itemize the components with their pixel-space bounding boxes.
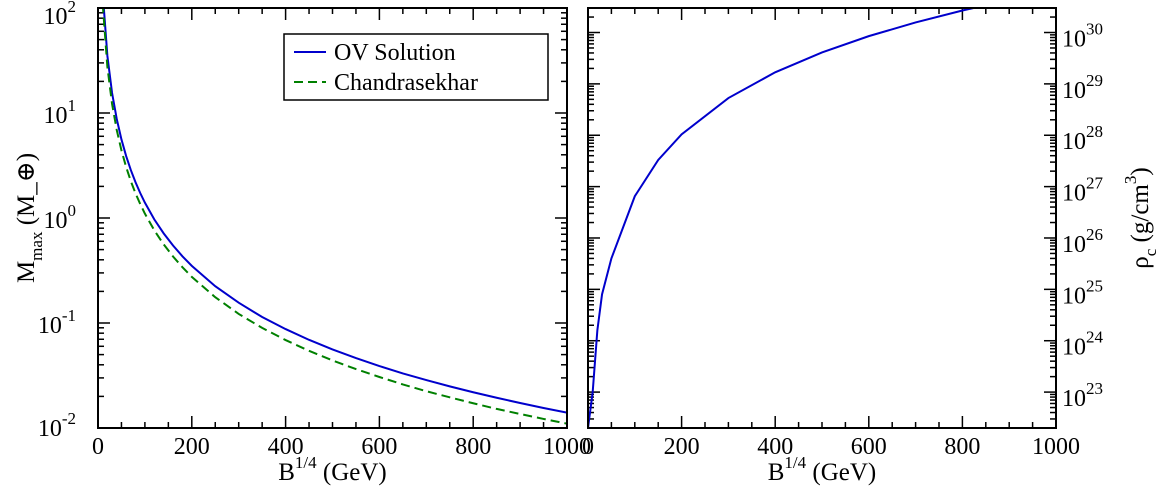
left-chart: 0 200 400 600 800 1000 10-2 10-1 100 101 102 B1/4 … xyxy=(13,0,591,486)
left-series-line-1 xyxy=(102,8,567,414)
right-x-tick-label: 400 xyxy=(757,434,793,460)
left-x-axis-label: B1/4 (GeV) xyxy=(278,453,387,486)
right-x-tick-label: 200 xyxy=(664,434,700,460)
left-plot-frame xyxy=(97,7,568,429)
left-x-tick-label: 400 xyxy=(268,434,304,460)
left-y-tick-label: 100 xyxy=(44,201,77,234)
right-y-tick-label: 1024 xyxy=(1062,328,1104,361)
right-y-tick-label: 1026 xyxy=(1062,225,1103,258)
legend: OV Solution Chandrasekhar xyxy=(283,33,549,101)
left-x-tick-label: 1000 xyxy=(543,434,591,460)
right-chart: 0 200 400 600 800 1000 1023 1024 1025 1026 1027 102… xyxy=(582,7,1160,486)
left-x-tick-label: 0 xyxy=(92,434,104,460)
legend-label-1: OV Solution xyxy=(334,40,456,66)
right-y-tick-label: 1029 xyxy=(1062,71,1103,104)
right-series-line-1 xyxy=(588,8,979,428)
right-plot-frame xyxy=(587,7,1057,429)
right-x-tick-label: 1000 xyxy=(1032,434,1080,460)
left-x-tick-label: 200 xyxy=(174,434,210,460)
legend-label-2: Chandrasekhar xyxy=(334,70,478,96)
right-y-tick-label: 1025 xyxy=(1062,276,1103,309)
left-series-line-2 xyxy=(102,8,567,425)
right-x-axis-label: B1/4 (GeV) xyxy=(768,453,877,486)
left-y-tick-label: 102 xyxy=(44,0,77,30)
right-x-tick-label: 800 xyxy=(944,434,980,460)
right-x-tick-label: 600 xyxy=(851,434,887,460)
right-y-tick-label: 1030 xyxy=(1062,20,1103,53)
left-y-tick-label: 10-1 xyxy=(38,306,76,339)
right-y-axis-label: ρc (g/cm3) xyxy=(1121,167,1160,268)
legend-box xyxy=(283,33,549,101)
right-x-tick-label: 0 xyxy=(582,434,594,460)
right-y-tick-label: 1028 xyxy=(1062,122,1103,155)
left-y-axis-label: Mmax (M_⊕) xyxy=(13,153,46,283)
left-y-tick-label: 101 xyxy=(44,96,77,129)
left-x-tick-label: 600 xyxy=(361,434,397,460)
left-x-tick-label: 800 xyxy=(455,434,491,460)
right-y-tick-label: 1027 xyxy=(1062,174,1104,207)
right-y-tick-label: 1023 xyxy=(1062,379,1103,412)
left-y-tick-label: 10-2 xyxy=(38,409,76,442)
